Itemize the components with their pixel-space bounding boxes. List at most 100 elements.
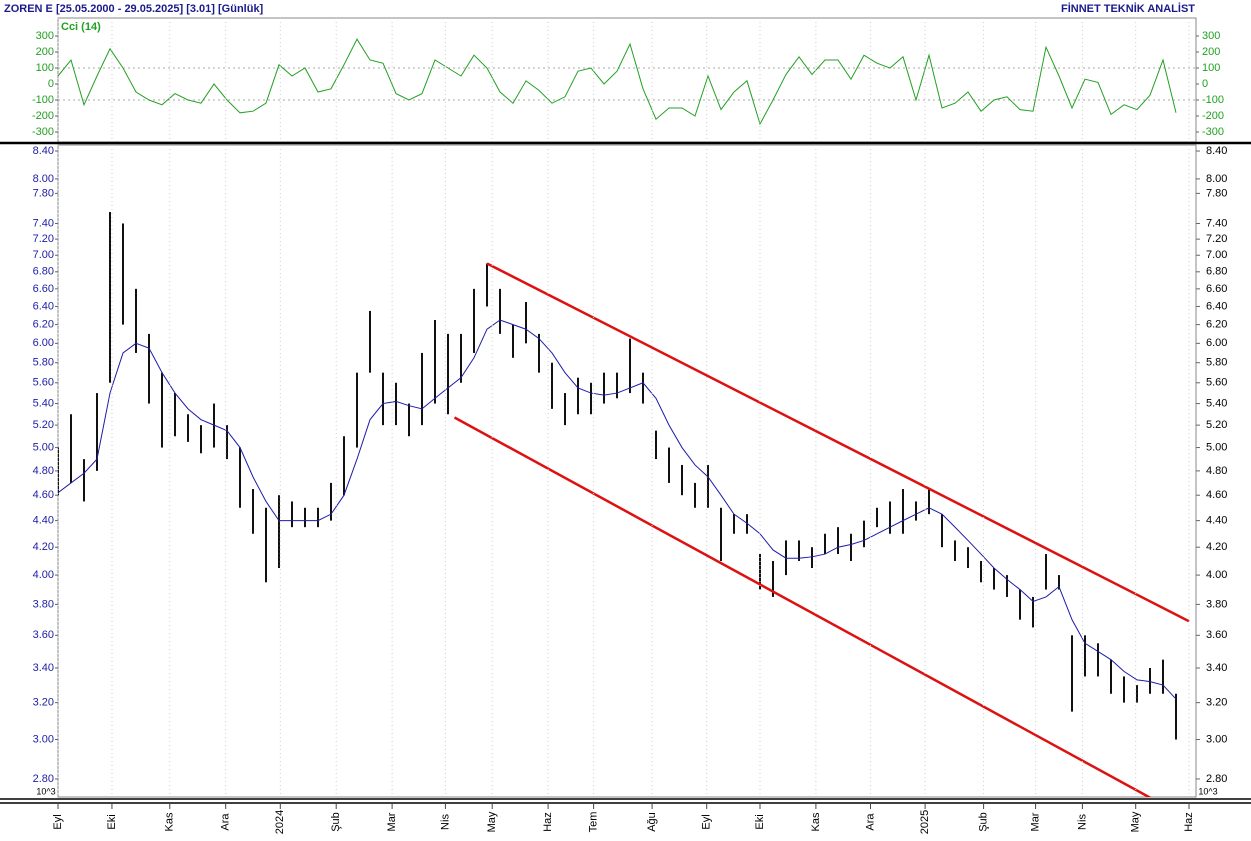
- y-tick-label: 4.00: [1206, 569, 1227, 581]
- x-tick-label: Nis: [1076, 814, 1088, 830]
- y-tick-label: 6.40: [1206, 300, 1227, 312]
- y-tick-label: 200: [1202, 46, 1220, 58]
- y-tick-label: 5.00: [33, 441, 54, 453]
- y-tick-label: -300: [1202, 126, 1224, 138]
- y-tick-label: 8.00: [33, 173, 54, 185]
- x-tick-label: May: [486, 811, 498, 832]
- y-tick-label: 3.60: [1206, 629, 1227, 641]
- y-tick-label: 4.20: [1206, 541, 1227, 553]
- y-tick-label: 5.20: [33, 419, 54, 431]
- y-tick-label: 3.40: [1206, 662, 1227, 674]
- y-tick-label: 3.00: [33, 733, 54, 745]
- y-tick-label: 7.20: [1206, 233, 1227, 245]
- y-tick-label: -200: [1202, 110, 1224, 122]
- x-tick-label: Ara: [864, 813, 876, 831]
- y-tick-label: 0: [48, 78, 54, 90]
- y-tick-label: -300: [32, 126, 54, 138]
- y-tick-label: 2.80: [1206, 773, 1227, 785]
- y-tick-label: 3.80: [33, 598, 54, 610]
- x-tick-label: Mar: [386, 812, 398, 831]
- y-tick-label: -100: [32, 94, 54, 106]
- y-tick-label: 6.20: [1206, 319, 1227, 331]
- header-title: ZOREN E [25.05.2000 - 29.05.2025] [3.01]…: [4, 3, 264, 15]
- y-tick-label: 7.80: [33, 187, 54, 199]
- y-tick-label: 0: [1202, 78, 1208, 90]
- y-tick-label: 6.60: [33, 283, 54, 295]
- y-tick-label: 7.00: [33, 249, 54, 261]
- y-tick-label: 5.60: [1206, 377, 1227, 389]
- y-tick-label: 4.80: [1206, 465, 1227, 477]
- cci-title: Cci (14): [61, 21, 101, 33]
- y-tick-label: 3.60: [33, 629, 54, 641]
- y-tick-label: 7.40: [33, 217, 54, 229]
- y-tick-label: 5.40: [33, 397, 54, 409]
- x-tick-label: Ara: [220, 813, 232, 831]
- y-tick-label: 7.20: [33, 233, 54, 245]
- y-tick-label: 7.40: [1206, 217, 1227, 229]
- x-tick-label: Kas: [164, 812, 176, 831]
- y-tick-label: 6.80: [33, 266, 54, 278]
- y-tick-label: 7.80: [1206, 187, 1227, 199]
- x-tick-label: Eki: [754, 814, 766, 829]
- x-tick-label: Eki: [106, 814, 118, 829]
- x-tick-label: Kas: [810, 812, 822, 831]
- x-tick-label: Ağu: [646, 812, 658, 832]
- x-tick-label: Nis: [439, 814, 451, 830]
- header-source: FİNNET TEKNİK ANALİST: [1061, 2, 1195, 15]
- x-tick-label: Şub: [330, 812, 342, 832]
- y-tick-label: 4.60: [33, 489, 54, 501]
- x-tick-label: Haz: [1183, 812, 1195, 832]
- x-tick-label: Tem: [588, 812, 600, 833]
- x-tick-label: Mar: [1030, 812, 1042, 831]
- y-tick-label: 5.60: [33, 377, 54, 389]
- y-tick-label: 100: [1202, 62, 1220, 74]
- moving-average: [58, 319, 1177, 700]
- trend-channel: [453, 416, 1152, 797]
- y-tick-label: 200: [36, 46, 54, 58]
- cci-line: [57, 38, 1177, 126]
- y-tick-label: 5.80: [33, 357, 54, 369]
- y-tick-label: 4.40: [1206, 515, 1227, 527]
- y-tick-label: 4.20: [33, 541, 54, 553]
- y-tick-label: 6.60: [1206, 283, 1227, 295]
- y-tick-label: 6.40: [33, 300, 54, 312]
- y-tick-label: 300: [36, 30, 54, 42]
- y-tick-label: 4.00: [33, 569, 54, 581]
- x-tick-label: Eyl: [52, 814, 64, 829]
- y-tick-label: 8.40: [1206, 145, 1227, 157]
- y-tick-label: 8.40: [33, 145, 54, 157]
- y-tick-label: 6.20: [33, 319, 54, 331]
- y-tick-label: 5.00: [1206, 441, 1227, 453]
- x-tick-label: Haz: [542, 812, 554, 832]
- y-tick-label: 4.40: [33, 515, 54, 527]
- x-tick-label: Şub: [978, 812, 990, 832]
- x-tick-label: 2024: [274, 810, 286, 834]
- y-tick-label: 6.00: [1206, 337, 1227, 349]
- y-tick-label: 3.00: [1206, 733, 1227, 745]
- y-tick-label: 7.00: [1206, 249, 1227, 261]
- x-tick-label: Eyl: [701, 814, 713, 829]
- y-tick-label: 4.60: [1206, 489, 1227, 501]
- trend-channel: [486, 262, 1190, 623]
- y-tick-label: 8.00: [1206, 173, 1227, 185]
- y-tick-label: 5.20: [1206, 419, 1227, 431]
- y-tick-label: 5.80: [1206, 357, 1227, 369]
- y-tick-label: -100: [1202, 94, 1224, 106]
- y-tick-label: 100: [36, 62, 54, 74]
- y-tick-label: 3.20: [33, 697, 54, 709]
- y-tick-label: -200: [32, 110, 54, 122]
- y-tick-label: 6.00: [33, 337, 54, 349]
- y-tick-label: 300: [1202, 30, 1220, 42]
- y-tick-label: 4.80: [33, 465, 54, 477]
- y-tick-label: 3.20: [1206, 697, 1227, 709]
- scale-note: 10^3: [1198, 786, 1217, 796]
- x-tick-label: May: [1130, 811, 1142, 832]
- scale-note: 10^3: [36, 786, 55, 796]
- x-tick-label: 2025: [919, 810, 931, 834]
- y-tick-label: 3.40: [33, 662, 54, 674]
- y-tick-label: 2.80: [33, 773, 54, 785]
- y-tick-label: 3.80: [1206, 598, 1227, 610]
- y-tick-label: 6.80: [1206, 266, 1227, 278]
